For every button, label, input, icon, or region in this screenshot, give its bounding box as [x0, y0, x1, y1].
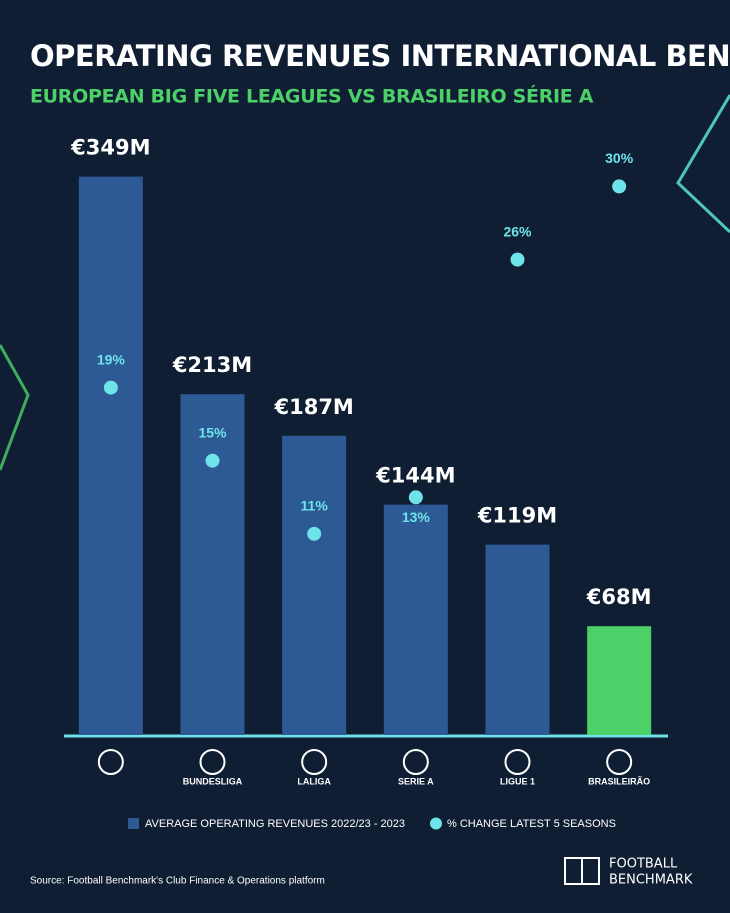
dot — [612, 179, 627, 194]
league-logo — [504, 749, 531, 775]
bar-value-label: €68M — [586, 585, 652, 609]
bar-value-label: €213M — [172, 353, 252, 377]
legend-swatch — [128, 818, 139, 829]
dot — [205, 453, 220, 468]
dot-value-label: 11% — [301, 498, 329, 514]
bar-value-label: €119M — [477, 504, 557, 528]
dot — [408, 490, 423, 505]
league-logo — [199, 749, 226, 775]
bar — [78, 176, 143, 736]
legend-swatch — [430, 817, 442, 830]
bar-value-label: €349M — [70, 136, 150, 160]
brand-logo — [564, 857, 600, 885]
league-logo — [606, 749, 633, 775]
decoration — [676, 94, 730, 234]
legend-label: AVERAGE OPERATING REVENUES 2022/23 - 202… — [145, 818, 405, 830]
dot — [307, 526, 322, 541]
league-logo — [402, 749, 429, 775]
brand-name: FOOTBALL — [609, 857, 678, 872]
bar — [383, 504, 448, 735]
category-label: LIGUE 1 — [500, 776, 535, 786]
dot-value-label: 26% — [503, 223, 532, 239]
dot-value-label: 19% — [97, 351, 126, 367]
brand-name: BENCHMARK — [609, 873, 693, 888]
bar — [282, 435, 347, 735]
bar — [180, 394, 245, 735]
league-logo — [97, 749, 124, 775]
chart-title: OPERATING REVENUES INTERNATIONAL BENCHMA… — [30, 39, 730, 73]
dot — [510, 252, 525, 267]
league-logo — [301, 749, 328, 775]
decoration — [0, 344, 30, 471]
bar — [485, 544, 550, 735]
bar-value-label: €144M — [375, 464, 455, 488]
category-label: SERIE A — [398, 776, 434, 786]
dot — [103, 380, 118, 395]
legend-label: % CHANGE LATEST 5 SEASONS — [447, 818, 616, 830]
dot-value-label: 15% — [198, 424, 227, 440]
category-label: BUNDESLIGA — [183, 776, 243, 786]
source: Source: Football Benchmark's Club Financ… — [30, 876, 325, 887]
dot-value-label: 30% — [605, 150, 634, 166]
dot-value-label: 13% — [402, 509, 431, 525]
chart-subtitle: EUROPEAN BIG FIVE LEAGUES VS BRASILEIRO … — [30, 85, 594, 108]
category-label: LALIGA — [297, 776, 331, 786]
bar-value-label: €187M — [273, 395, 353, 419]
category-label: BRASILEIRÃO — [588, 776, 650, 786]
bar — [587, 626, 652, 735]
